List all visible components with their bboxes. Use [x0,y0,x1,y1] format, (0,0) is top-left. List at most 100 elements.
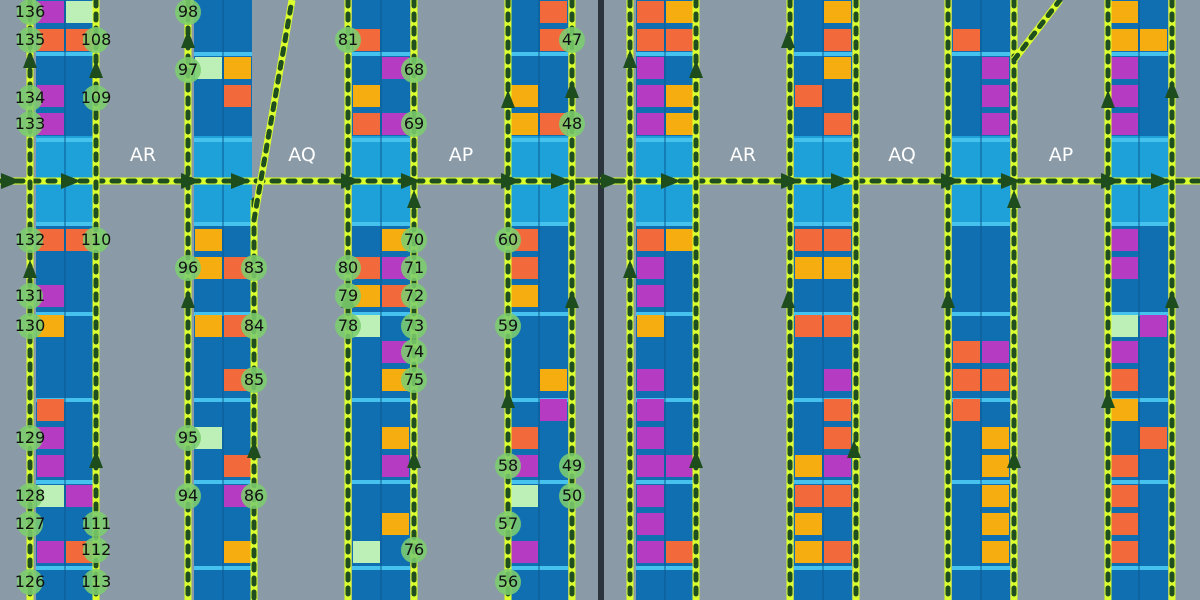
waypoint-marker[interactable]: 71 [401,255,427,281]
waypoint-circle [175,57,201,83]
waypoint-marker[interactable]: 131 [15,283,46,309]
storage-bin [195,315,222,337]
waypoint-number: 95 [178,428,198,447]
waypoint-number: 110 [81,230,112,249]
storage-bin [795,485,822,507]
storage-bin [353,85,380,107]
direction-arrow [601,173,621,189]
waypoint-marker[interactable]: 79 [335,283,361,309]
panel-separator [598,0,604,600]
direction-arrow [565,80,579,98]
waypoint-marker[interactable]: 127 [15,511,46,537]
waypoint-circle [175,255,201,281]
waypoint-marker[interactable]: 109 [81,85,112,111]
storage-bin [37,29,64,51]
waypoint-marker[interactable]: 97 [175,57,201,83]
storage-bin [511,485,538,507]
waypoint-marker[interactable]: 59 [495,313,521,339]
waypoint-circle [17,85,43,111]
direction-arrow [407,190,421,208]
waypoint-marker[interactable]: 73 [401,313,427,339]
direction-arrow [1101,90,1115,108]
waypoint-marker[interactable]: 94 [175,483,201,509]
waypoint-number: 76 [404,540,424,559]
waypoint-marker[interactable]: 74 [401,339,427,365]
waypoint-circle [495,511,521,537]
direction-arrow [1101,390,1115,408]
waypoint-marker[interactable]: 86 [241,483,267,509]
waypoint-marker[interactable]: 111 [81,511,112,537]
storage-bin [824,541,851,563]
waypoint-marker[interactable]: 98 [175,0,201,25]
waypoint-number: 129 [15,428,46,447]
direction-arrow [181,30,195,48]
storage-bin [637,285,664,307]
waypoint-marker[interactable]: 48 [559,111,585,137]
storage-bin [511,285,538,307]
storage-bin [1111,257,1138,279]
waypoint-number: 109 [81,88,112,107]
storage-bin [1111,113,1138,135]
waypoint-marker[interactable]: 76 [401,537,427,563]
waypoint-number: 59 [498,316,518,335]
storage-bin [824,57,851,79]
direction-arrow [847,440,861,458]
waypoint-circle [17,111,43,137]
storage-bin [37,541,64,563]
waypoint-marker[interactable]: 50 [559,483,585,509]
waypoint-marker[interactable]: 133 [15,111,46,137]
rack-column [510,0,568,600]
waypoint-marker[interactable]: 78 [335,313,361,339]
waypoint-circle [83,569,109,595]
waypoint-marker[interactable]: 83 [241,255,267,281]
rack-column [194,0,252,600]
waypoint-marker[interactable]: 113 [81,569,112,595]
waypoint-marker[interactable]: 135 [15,27,46,53]
waypoint-marker[interactable]: 49 [559,453,585,479]
waypoint-circle [559,483,585,509]
waypoint-marker[interactable]: 75 [401,367,427,393]
waypoint-marker[interactable]: 70 [401,227,427,253]
waypoint-marker[interactable]: 96 [175,255,201,281]
storage-bin [1111,485,1138,507]
storage-bin [540,369,567,391]
waypoint-marker[interactable]: 134 [15,85,46,111]
waypoint-marker[interactable]: 80 [335,255,361,281]
rack-column [1110,0,1168,600]
direction-arrow [689,450,703,468]
waypoint-marker[interactable]: 58 [495,453,521,479]
waypoint-circle [401,537,427,563]
waypoint-marker[interactable]: 95 [175,425,201,451]
waypoint-marker[interactable]: 112 [81,537,112,563]
waypoint-marker[interactable]: 81 [335,27,361,53]
waypoint-number: 126 [15,572,46,591]
waypoint-marker[interactable]: 126 [15,569,46,595]
storage-bin [511,257,538,279]
waypoint-marker[interactable]: 68 [401,57,427,83]
waypoint-marker[interactable]: 128 [15,483,46,509]
waypoint-marker[interactable]: 57 [495,511,521,537]
waypoint-marker[interactable]: 130 [15,313,46,339]
waypoint-marker[interactable]: 60 [495,227,521,253]
waypoint-marker[interactable]: 136 [15,0,46,25]
direction-arrow [89,450,103,468]
storage-bin [666,1,693,23]
direction-arrow [341,173,361,189]
storage-bin [953,399,980,421]
waypoint-marker[interactable]: 129 [15,425,46,451]
direction-arrow [501,390,515,408]
waypoint-marker[interactable]: 132 [15,227,46,253]
waypoint-marker[interactable]: 85 [241,367,267,393]
waypoint-marker[interactable]: 72 [401,283,427,309]
waypoint-circle [175,483,201,509]
storage-bin [382,427,409,449]
storage-bin [637,257,664,279]
waypoint-marker[interactable]: 108 [81,27,112,53]
waypoint-marker[interactable]: 84 [241,313,267,339]
storage-bin [37,1,64,23]
waypoint-marker[interactable]: 47 [559,27,585,53]
waypoint-marker[interactable]: 56 [495,569,521,595]
waypoint-marker[interactable]: 69 [401,111,427,137]
waypoint-marker[interactable]: 110 [81,227,112,253]
